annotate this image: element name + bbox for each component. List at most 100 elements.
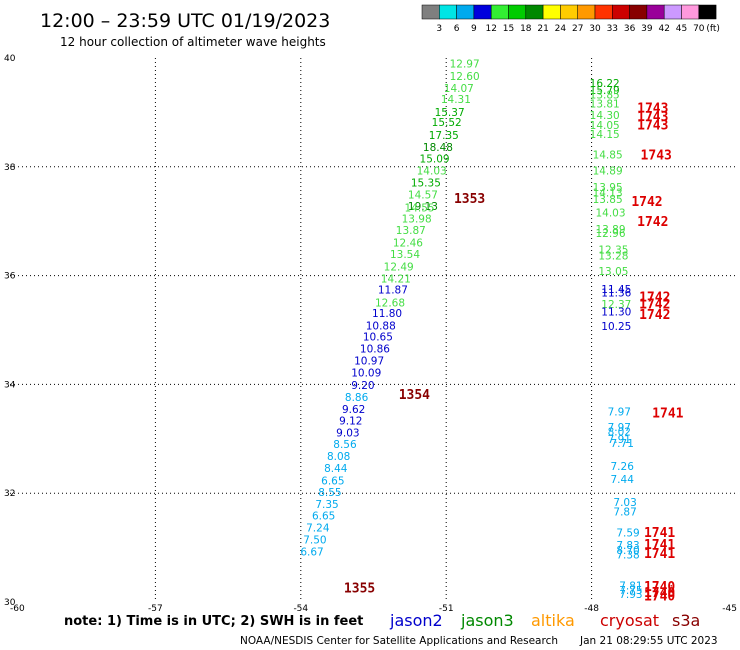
colorbar-swatch [629,4,648,20]
wave-height-jason2: 12.46 [393,237,423,249]
wave-height-jason2: 13.87 [396,225,426,237]
chart-title: 12:00 – 23:59 UTC 01/19/2023 [40,10,330,32]
colorbar-label: 15 [503,24,514,34]
wave-height-cryosat: 13.28 [598,250,628,262]
wave-height-cryosat: 14.03 [595,207,625,219]
colorbar-label: 30 [589,24,601,34]
wave-height-jason2: 8.44 [324,463,348,475]
wave-height-jason2: 10.09 [351,367,381,379]
x-tick-label: -51 [439,604,454,614]
wave-height-cryosat: 14.05 [590,120,620,132]
wave-height-points: 12.9712.6014.0714.3115.3715.5217.3518.48… [300,58,642,600]
wave-height-cryosat: 13.95 [593,182,623,194]
colorbar-swatch [612,4,630,20]
wave-height-jason2: 12.60 [450,71,480,83]
wave-height-cryosat: 11.45 [601,284,631,296]
colorbar-swatch [421,4,440,20]
wave-height-jason2: 8.08 [327,451,350,463]
wave-height-cryosat: 13.85 [590,89,620,101]
wave-height-cryosat: 12.37 [601,299,631,311]
y-tick-label: 32 [4,489,15,499]
wave-height-cryosat: 10.25 [601,321,631,333]
wave-height-cryosat: 13.05 [598,266,628,278]
colorbar-swatch [646,4,665,20]
colorbar-label: 39 [641,24,653,34]
wave-height-cryosat: 7.91 [608,434,631,446]
track-label: 1353 [454,192,485,207]
wave-height-cryosat: 13.89 [595,224,625,236]
colorbar-swatch [560,4,578,20]
wave-height-jason2: 8.55 [318,487,341,499]
wave-height-cryosat: 11.30 [601,307,631,319]
wave-height-cryosat: 14.15 [590,129,620,141]
wave-height-cryosat: 14.85 [593,149,623,161]
footer-credit: NOAA/NESDIS Center for Satellite Applica… [240,635,558,647]
colorbar-label: 42 [658,24,669,34]
wave-height-cryosat: 14.89 [593,166,623,178]
colorbar-unit: (ft) [706,24,720,34]
track-label: 1740 [644,589,675,604]
track-label: 1742 [631,195,662,210]
x-tick-label: -60 [10,604,25,614]
colorbar-label: 9 [471,24,477,34]
wave-height-cryosat: 15.79 [590,85,620,97]
track-label: 1742 [639,308,670,323]
track-label: 1743 [637,102,668,117]
wave-height-cryosat: 12.96 [595,228,625,240]
track-label: 1743 [637,110,668,125]
colorbar-label: 27 [572,24,583,34]
colorbar-swatch [456,4,475,20]
satellite-legend-s3a: s3a [672,611,700,630]
wave-height-cryosat: 8.70 [616,545,639,557]
track-label: 1742 [637,215,668,230]
wave-height-jason2: 14.55 [405,203,435,215]
wave-height-jason2: 14.07 [444,83,474,95]
track-label: 1355 [344,581,375,596]
colorbar-swatch [698,4,717,20]
wave-height-cryosat: 7.44 [611,474,635,486]
wave-height-jason2: 19.13 [408,201,438,213]
track-label: 1354 [399,388,430,403]
wave-height-cryosat: 14.13 [593,187,623,199]
wave-height-jason2: 12.97 [450,58,480,70]
colorbar-swatch [681,4,700,20]
wave-height-cryosat: 8.02 [608,427,631,439]
wave-height-jason2: 9.20 [351,380,374,392]
track-labels: 1353135413551743174317431743174217421742… [344,102,684,605]
wave-height-jason2: 6.65 [312,511,335,523]
track-label: 1741 [644,547,675,562]
wave-height-cryosat: 13.85 [593,194,623,206]
wave-height-cryosat: 7.87 [613,507,636,519]
satellite-legend-jason3: jason3 [460,611,514,630]
wave-height-jason2: 10.65 [363,332,393,344]
x-tick-label: -48 [584,604,599,614]
wave-height-cryosat: 7.38 [616,550,639,562]
wave-height-cryosat: 7.97 [608,422,631,434]
satellite-legend-jason2: jason2 [389,611,443,630]
colorbar-legend: 3 6 9 12 15 18 21 24 27 30 33 36 39 42 45 70 (ft) [421,4,720,34]
colorbar-swatch [490,4,509,20]
track-label: 1741 [652,407,683,422]
x-tick-labels: -60 -57 -54 -51 -48 -45 [10,604,737,614]
wave-height-jason2: 14.57 [408,190,438,202]
wave-height-jason2: 9.12 [339,415,362,427]
colorbar-label: 21 [537,24,548,34]
wave-height-jason2: 8.86 [345,392,369,404]
satellite-legend: jason2 jason3 altika cryosat s3a [389,611,700,630]
track-label: 1740 [644,580,675,595]
wave-height-jason2: 17.35 [429,130,459,142]
wave-height-cryosat: 14.30 [590,110,620,122]
wave-height-cryosat: 11.36 [601,287,631,299]
wave-height-jason2: 8.56 [333,439,357,451]
wave-height-cryosat: 7.26 [611,461,635,473]
wave-height-jason2: 11.87 [378,285,408,297]
wave-height-cryosat: 7.93 [619,589,642,601]
colorbar-swatch [508,4,527,20]
satellite-legend-cryosat: cryosat [600,611,659,630]
wave-height-cryosat: 16.22 [590,78,620,90]
wave-height-jason2: 10.86 [360,343,390,355]
colorbar-label: 18 [520,24,532,34]
wave-height-jason2: 11.80 [372,308,402,320]
y-tick-label: 34 [4,380,16,390]
